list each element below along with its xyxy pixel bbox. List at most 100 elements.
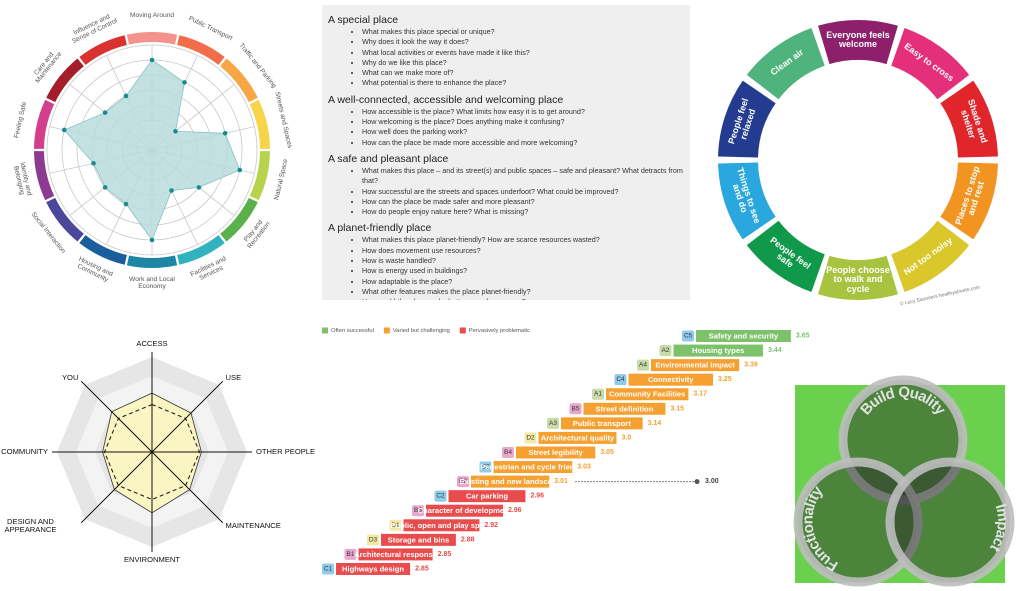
bar [538,431,617,444]
bar-label: Community Facilities [609,390,685,399]
bar-label: Storage and bins [388,535,450,544]
code-label: B5 [572,405,580,412]
question: How can the place be made more accessibl… [362,138,684,148]
value-label: 2.92 [484,522,498,529]
bar-label: Public transport [573,419,632,428]
radar-point [173,128,178,134]
code-badge [614,374,627,386]
section-heading: A special place [328,14,399,26]
axis-label: Work and Local Economy [129,276,175,290]
code-label: C1 [324,565,333,572]
value-label: 2.85 [438,551,452,558]
code-label: A2 [662,347,670,354]
question: What can we make more of? [362,68,684,78]
radar-point [123,201,129,207]
code-badge [547,417,559,429]
code-badge [592,388,604,400]
bar [426,504,503,517]
venn-circle [885,457,1015,587]
wheel-segment [891,27,970,100]
code-badge [322,563,334,575]
bar [403,519,480,532]
code-label: C3 [481,464,490,471]
legend-label: Varied but challenging [393,328,450,334]
value-label: 2.96 [530,493,544,500]
bar-label: Public, open and play space [391,521,493,530]
code-label: C2 [436,493,445,500]
bar [336,562,411,575]
wheel-segment [746,27,825,100]
legend-swatch [322,327,328,334]
radar-point [123,93,129,99]
code-badge [659,345,672,357]
label-box: Everyone feels welcome [826,30,890,49]
value-label: 3.17 [693,391,707,398]
question: What makes this place – and its street(s… [362,166,684,187]
code-badge [434,490,447,502]
ring-segment [249,99,270,149]
label-box: Places to stop and rest [953,165,986,226]
question-list: How accessible is the place? What limits… [328,107,684,148]
code-label: A1 [594,391,602,398]
section-heading: A well-connected, accessible and welcomi… [328,93,564,106]
code-badge [344,548,357,560]
radar-point [149,237,155,243]
value-label: 2.96 [508,507,522,514]
bar [516,446,596,459]
wheel-segment [818,19,898,65]
label-box: USE [226,374,242,382]
question: How can the place be made safer and more… [362,197,684,207]
ring-segment [177,35,225,65]
question: How accessible is the place? What limits… [362,107,684,117]
ring-segment [220,197,258,242]
value-label: 3.15 [670,405,684,412]
bar [673,344,763,357]
venn-circle [838,375,968,505]
code-badge [637,359,649,371]
venn-circle [793,457,923,587]
bar-label: Pedestrian and cycle friendly [480,463,586,472]
ring-segment [34,151,55,201]
legend-swatch [383,327,390,334]
wheel-segment [818,255,898,300]
bar [358,548,433,561]
code-label: B4 [504,449,512,456]
bar-label: Highways design [342,564,404,573]
bar-label: Connectivity [648,375,694,384]
bar-label: Existing and new landscape [459,477,560,486]
question: How successful are the streets and space… [362,187,684,197]
label-box: YOU [62,374,78,382]
value-label: 3.14 [648,420,662,427]
radar-point [102,110,108,115]
bar-label: Street definition [596,404,654,413]
wheel-segment [940,162,998,240]
question-list: What makes this place special or unique?… [328,27,684,89]
value-label: 3.39 [744,362,758,369]
bar-label: Architectural response [354,550,437,559]
bar [381,533,456,546]
code-badge [569,403,582,415]
code-badge [412,505,424,517]
question: How do people enjoy nature here? What is… [362,207,684,217]
axis-label: DESIGN AND APPEARANCE [4,516,57,534]
ring-segment [79,35,127,65]
bar [561,417,643,430]
question: What makes this place planet-friendly? H… [362,235,684,245]
label-box: COMMUNITY [1,448,48,456]
ring-segment [46,197,84,242]
section-heading: A planet-friendly place [328,222,432,235]
bar [583,402,666,415]
code-label: D3 [369,536,378,543]
radar-area [63,59,241,241]
label-box: Shade and shelter [959,98,990,145]
axis-label: OTHER PEOPLE [256,447,316,457]
code-label: A4 [639,362,647,369]
code-badge [389,519,402,531]
ring-segment [79,235,127,265]
radar-point [91,161,96,166]
question-list: What makes this place – and its street(s… [328,166,684,217]
wheel-label: Shade and shelter [959,98,990,145]
axis-line [80,380,153,453]
question: How welcoming is the place? Does anythin… [362,117,684,127]
